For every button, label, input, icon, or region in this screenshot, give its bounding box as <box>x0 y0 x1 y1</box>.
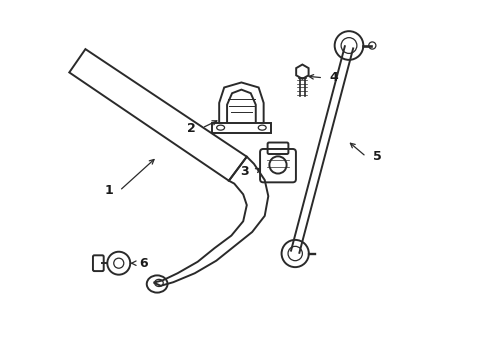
Text: 4: 4 <box>330 71 339 84</box>
Text: 6: 6 <box>140 257 148 270</box>
Text: 5: 5 <box>373 150 381 163</box>
Text: 3: 3 <box>241 165 249 177</box>
Text: 1: 1 <box>104 184 113 197</box>
Text: 2: 2 <box>187 122 196 135</box>
